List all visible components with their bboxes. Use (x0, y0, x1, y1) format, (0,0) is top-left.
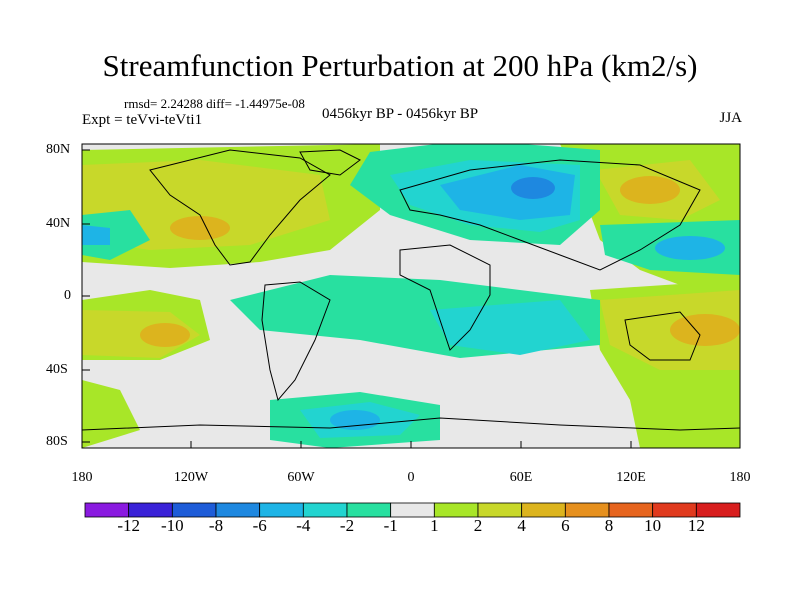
colorbar-label: 12 (687, 516, 705, 535)
colorbar-swatch (564, 502, 610, 518)
lat-tick-80s: 80S (46, 434, 68, 449)
colorbar-label: -4 (296, 516, 311, 535)
colorbar-swatch (521, 502, 566, 518)
contour-asia-orange (620, 176, 680, 204)
stats-text: rmsd= 2.24288 diff= -1.44975e-08 (124, 96, 305, 111)
contour-eurasia-blue (511, 177, 555, 199)
north-america (149, 149, 331, 266)
colorbar-label: -1 (383, 516, 398, 535)
colorbar-label: 10 (644, 516, 662, 535)
chart-title: Streamfunction Perturbation at 200 hPa (… (102, 48, 698, 83)
contour-australia-orange (670, 314, 740, 346)
south-america (261, 281, 331, 402)
lon-tick-0: 0 (407, 470, 415, 485)
coastlines (82, 149, 740, 431)
colorbar-swatch (477, 502, 523, 518)
contour-indian-cyan (430, 300, 590, 355)
lon-tick-180e: 180 (729, 470, 751, 485)
colorbar-label: 8 (604, 516, 614, 535)
lon-tick-180w: 180 (71, 470, 93, 485)
contour-west-blue (82, 225, 110, 245)
contour-sp-orange (140, 323, 190, 347)
colorbar-label: 2 (473, 516, 483, 535)
colorbar-swatch (695, 502, 741, 518)
colorbar-label: 4 (517, 516, 526, 535)
lon-tick-120e: 120E (616, 470, 646, 485)
africa (399, 244, 491, 351)
colorbar-swatch (652, 502, 697, 518)
antarctica (82, 417, 740, 431)
colorbar-label: -12 (117, 516, 140, 535)
colorbar-label: 6 (561, 516, 570, 535)
colorbar-label: 1 (430, 516, 439, 535)
lat-tick-0: 0 (64, 288, 71, 303)
contour-na-orange (170, 216, 230, 240)
lon-tick-120w: 120W (173, 470, 209, 485)
lat-tick-80n: 80N (46, 142, 71, 157)
lon-tick-60w: 60W (287, 470, 315, 485)
colorbar-label: -6 (252, 516, 267, 535)
colorbar-swatch (128, 502, 173, 518)
colorbar-label: -8 (208, 516, 224, 535)
colorbar-swatch (302, 502, 348, 518)
australia (624, 311, 701, 361)
greenland (299, 149, 361, 176)
colorbar (84, 502, 741, 518)
contour-sw-green (82, 380, 140, 448)
colorbar-swatch (608, 502, 654, 518)
colorbar-label: -2 (339, 516, 355, 535)
colorbar-swatch (171, 502, 217, 518)
colorbar-swatch (390, 502, 435, 518)
colorbar-swatch (433, 502, 479, 518)
eurasia (399, 159, 701, 271)
axis-ticks (82, 149, 632, 448)
colorbar-swatch (84, 502, 130, 518)
colorbar-swatch (259, 502, 304, 518)
colorbar-label: -10 (160, 516, 184, 535)
contour-na-olive (82, 160, 330, 250)
colorbar-swatch (346, 502, 392, 518)
lat-tick-40s: 40S (46, 362, 68, 377)
season-label: JJA (719, 110, 742, 126)
colorbar-swatch (215, 502, 261, 518)
lat-tick-40n: 40N (46, 216, 71, 231)
lon-tick-60e: 60E (509, 470, 533, 485)
contour-field (82, 144, 740, 448)
contour-west-teal (82, 210, 150, 260)
contour-pacific-blue (655, 236, 725, 260)
experiment-label: Expt = teVvi-teVti1 (82, 112, 203, 128)
period-label: 0456kyr BP - 0456kyr BP (322, 106, 479, 122)
